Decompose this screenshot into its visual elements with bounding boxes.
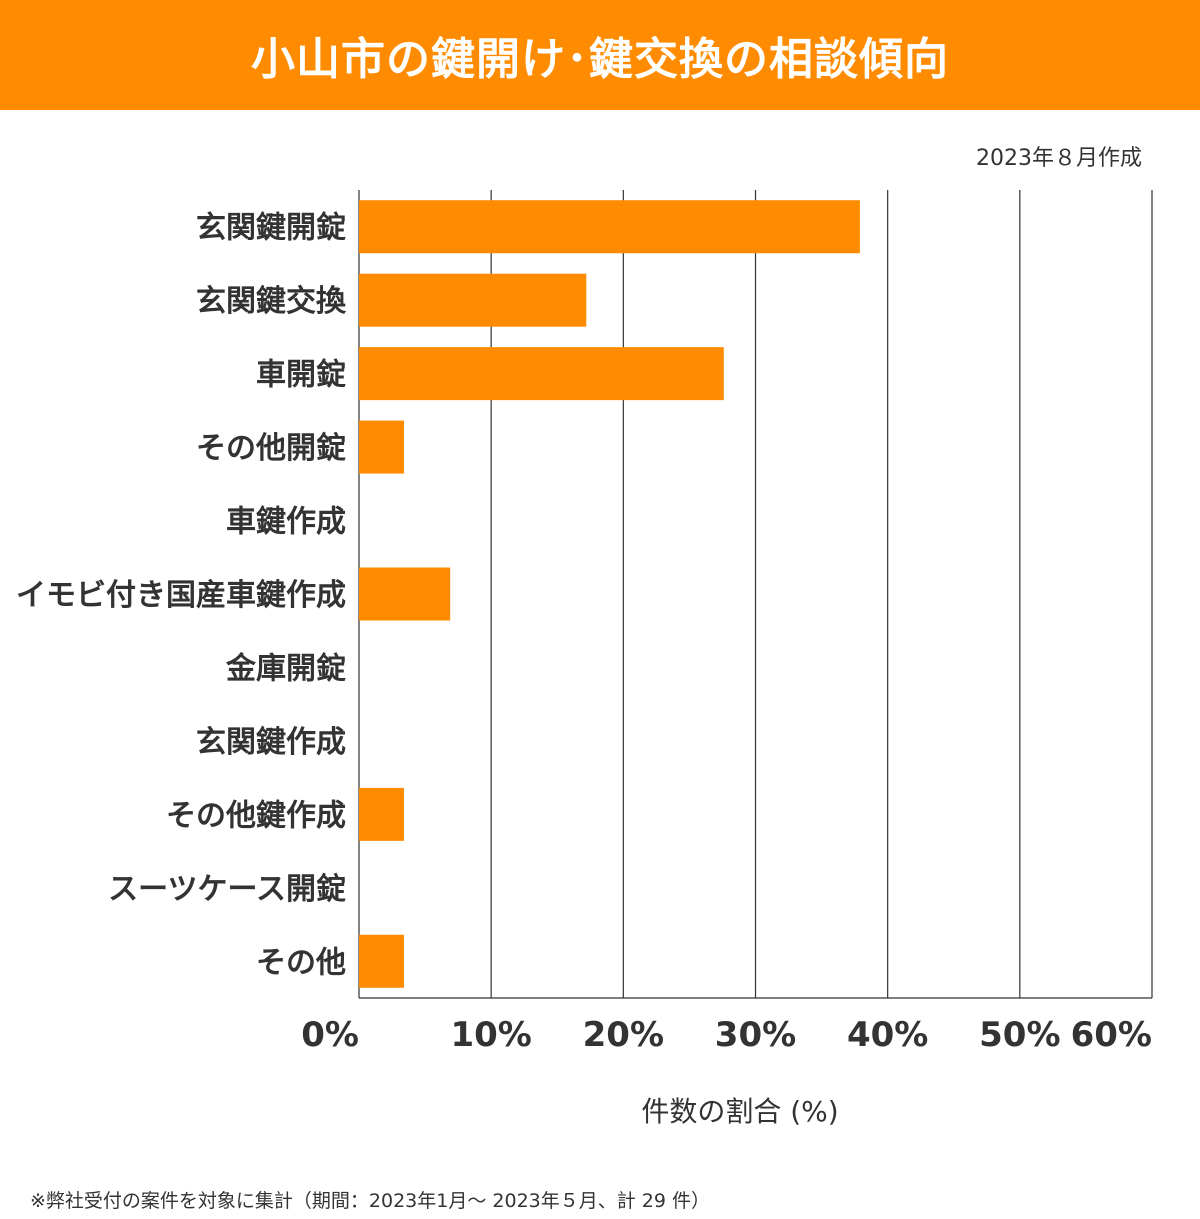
category-label: イモビ付き国産車鍵作成 [16,578,346,613]
x-tick-label: 50% [979,1015,1060,1055]
category-label: スーツケース開錠 [108,872,346,907]
x-tick-label: 30% [715,1015,796,1055]
category-label: 車開錠 [256,358,346,393]
category-label: その他鍵作成 [166,798,346,833]
category-label: 玄関鍵作成 [196,725,346,760]
category-label: 玄関鍵交換 [196,284,347,319]
category-label: その他開錠 [196,431,346,466]
category-label: 玄関鍵開錠 [196,211,346,246]
x-tick-label: 20% [583,1015,664,1055]
category-label: その他 [256,945,346,980]
x-tick-label: 0% [301,1015,359,1055]
bar [359,420,404,474]
bar [359,787,404,841]
bar [359,347,724,401]
bar [359,273,587,327]
category-label: 金庫開錠 [225,651,346,686]
x-axis-label: 件数の割合 (%) [641,1095,839,1128]
x-tick-label: 60% [1071,1015,1152,1055]
category-label: 車鍵作成 [226,505,346,540]
bar [359,567,451,621]
title-banner: 小山市の鍵開け･鍵交換の相談傾向 [0,0,1200,110]
chart-title: 小山市の鍵開け･鍵交換の相談傾向 [251,34,949,85]
bar [359,200,860,254]
date-note: 2023年８月作成 [976,146,1142,171]
x-tick-label: 40% [847,1015,928,1055]
x-tick-label: 10% [450,1015,531,1055]
bar [359,934,404,988]
footnote: ※弊社受付の案件を対象に集計（期間：2023年1月～ 2023年５月、計 29 … [30,1190,711,1212]
